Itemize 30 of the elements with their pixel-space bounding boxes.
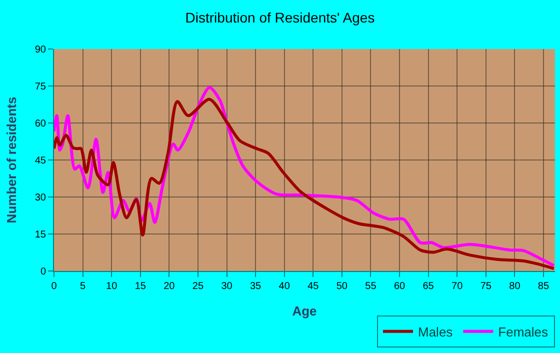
y-tick-label: 45	[34, 156, 46, 166]
x-tick-label: 15	[134, 281, 146, 292]
y-tick-label: 0	[40, 266, 46, 278]
x-tick-label: 45	[308, 281, 320, 292]
x-tick-label: 70	[452, 281, 464, 292]
x-axis-title: Age	[292, 304, 317, 319]
x-tick-label: 5	[80, 281, 86, 292]
x-tick-label: 55	[365, 281, 377, 292]
y-axis-title: Number of residents	[4, 96, 19, 224]
x-tick-label: 0	[51, 281, 58, 292]
y-tick-label: 75	[34, 82, 46, 92]
x-tick-label: 75	[480, 281, 492, 292]
x-tick-label: 60	[394, 281, 406, 292]
x-tick-label: 40	[278, 281, 290, 292]
x-tick-label: 25	[192, 281, 204, 292]
y-tick-label: 90	[34, 44, 46, 56]
chart-title: Distribution of Residents' Ages	[185, 10, 375, 26]
y-tick-label: 60	[34, 118, 46, 130]
y-tick-label: 30	[34, 192, 46, 204]
x-tick-label: 50	[336, 281, 348, 292]
x-tick-label: 65	[422, 281, 434, 292]
x-tick-label: 85	[538, 281, 550, 292]
legend-label: Females	[498, 324, 549, 340]
legend-label: Males	[418, 324, 454, 340]
x-tick-label: 30	[221, 281, 233, 292]
x-tick-label: 20	[164, 281, 176, 292]
y-tick-label: 15	[34, 230, 46, 240]
x-tick-label: 80	[509, 281, 521, 292]
x-tick-label: 10	[106, 281, 118, 292]
x-tick-label: 35	[250, 281, 262, 292]
